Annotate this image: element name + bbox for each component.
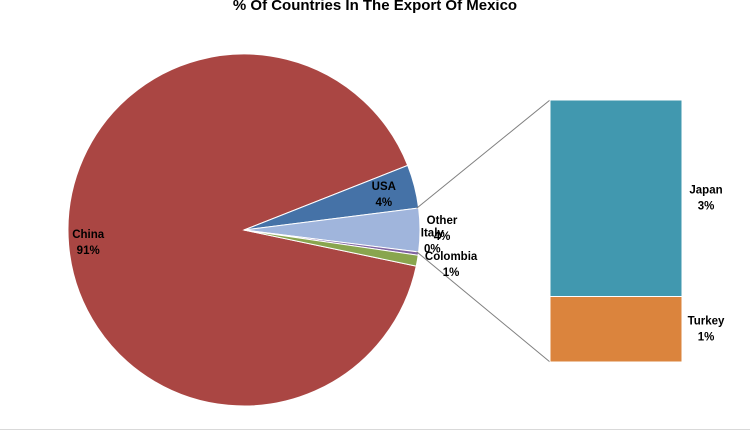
data-label-name: USA	[372, 181, 396, 193]
data-label-name: Italy	[421, 228, 445, 240]
data-label-value: 4%	[434, 231, 451, 243]
pie-slice-china	[67, 53, 417, 407]
pie-slice-colombia	[243, 229, 419, 267]
data-label-value: 91%	[77, 245, 100, 257]
data-label-china: China 91%	[72, 229, 105, 257]
data-label-name: China	[72, 229, 105, 241]
data-label-value: 1%	[698, 331, 715, 343]
breakdown-bar	[549, 99, 683, 363]
data-label-value: 3%	[698, 200, 715, 212]
data-label-usa: USA 4%	[372, 181, 396, 209]
chart-title: % Of Countries In The Export Of Mexico	[233, 0, 517, 14]
data-label-name: Colombia	[425, 251, 478, 263]
connector-line-top	[416, 99, 551, 209]
data-label-turkey: Turkey 1%	[688, 315, 725, 343]
data-label-name: Other	[427, 215, 458, 227]
connector-lines	[416, 99, 551, 363]
connector-line-bottom	[416, 251, 551, 363]
bar-segment-turkey	[549, 296, 683, 363]
data-label-name: Turkey	[688, 315, 725, 327]
data-label-italy: Italy 0%	[421, 228, 445, 256]
data-labels: China 91%USA 4%Other 4%Italy 0%Colombia 1%Jap…	[72, 181, 725, 343]
data-label-colombia: Colombia 1%	[425, 251, 478, 279]
data-label-value: 1%	[443, 267, 460, 279]
pie	[67, 53, 421, 407]
data-label-japan: Japan 3%	[689, 184, 722, 212]
data-label-value: 0%	[424, 244, 441, 256]
data-label-name: Japan	[689, 184, 722, 196]
bar-segment-japan	[549, 99, 683, 297]
data-label-value: 4%	[375, 197, 392, 209]
data-label-other: Other 4%	[427, 215, 458, 243]
